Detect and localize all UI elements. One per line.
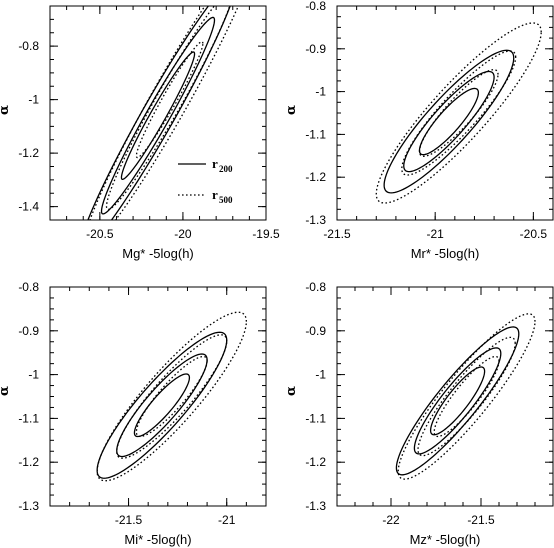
y-tick-label: -1.3 <box>305 499 326 513</box>
contour-level-1 <box>429 366 486 436</box>
contour-level-3 <box>395 326 520 476</box>
x-axis-label: Mi* -5log(h) <box>124 532 191 547</box>
contour-level-1 <box>135 41 204 159</box>
contour-series-r500 <box>89 6 240 220</box>
y-tick-label: -1.1 <box>305 411 326 425</box>
x-tick-label: -20.5 <box>520 227 548 241</box>
legend-subscript: 500 <box>219 195 233 205</box>
y-axis-label: α <box>284 386 299 396</box>
x-tick-label: -21 <box>427 227 445 241</box>
y-tick-label: -0.8 <box>305 0 326 13</box>
y-tick-label: -0.9 <box>18 324 39 338</box>
legend-label: r <box>212 187 218 202</box>
y-tick-label: -1.3 <box>18 499 39 513</box>
y-tick-label: -1.3 <box>305 213 326 227</box>
contour-level-2 <box>116 334 228 459</box>
x-tick-label: -20.5 <box>86 227 114 241</box>
plot-frame <box>49 286 267 507</box>
x-tick-label: -21.5 <box>467 513 495 527</box>
x-tick-label: -19.5 <box>252 227 280 241</box>
y-axis-label: α <box>0 105 12 115</box>
contour-series-r200 <box>87 6 231 220</box>
y-tick-label: -0.8 <box>18 39 39 53</box>
y-tick-label: -1 <box>315 85 326 99</box>
y-axis-label: α <box>284 105 299 115</box>
x-tick-label: -20 <box>174 227 192 241</box>
x-tick-label: -21.5 <box>323 227 351 241</box>
y-tick-label: -1.4 <box>18 200 39 214</box>
plot-frame <box>336 5 554 221</box>
contour-level-3 <box>375 22 542 204</box>
contour-series-r200 <box>383 49 515 194</box>
x-tick-label: -22 <box>382 513 400 527</box>
x-axis-label: Mr* -5log(h) <box>411 246 480 261</box>
x-axis-label: Mg* -5log(h) <box>122 246 194 261</box>
contour-series-r200 <box>96 331 228 479</box>
y-tick-label: -1.1 <box>18 411 39 425</box>
y-tick-label: -1.2 <box>18 146 39 160</box>
contour-level-2 <box>401 50 517 176</box>
panel-3: -21.5 -21 -1.3 -1.2 -1.1 -1 -0.9 -0.8 Mi* -5log(… <box>0 280 267 547</box>
y-tick-label: -1.2 <box>18 455 39 469</box>
panel-2: -21.5 -21 -20.5 -1.3 -1.2 -1.1 -1 -0.9 -0.8 Mr* -… <box>284 0 554 261</box>
y-tick-label: -1 <box>315 368 326 382</box>
panel-4: -22 -21.5 -1.3 -1.2 -1.1 -1 -0.9 -0.8 Mz* -5log(… <box>284 280 554 547</box>
contour-level-3 <box>96 331 228 479</box>
y-tick-label: -1.2 <box>305 455 326 469</box>
y-tick-label: -1.2 <box>305 170 326 184</box>
x-axis-label: Mz* -5log(h) <box>410 532 481 547</box>
panel-1: -20.5 -20 -19.5 -1.4 -1.2 -1 -0.8 Mg* -5log(h) α… <box>0 5 280 261</box>
contour-level-2 <box>403 70 495 173</box>
contour-level-1 <box>135 355 208 438</box>
y-tick-label: -0.9 <box>305 324 326 338</box>
contour-level-2 <box>116 353 208 458</box>
legend-label: r <box>212 156 218 171</box>
legend-subscript: 200 <box>219 164 233 174</box>
contour-level-2 <box>100 16 216 215</box>
contour-series-r200 <box>395 326 520 476</box>
contour-level-1 <box>418 69 499 157</box>
y-tick-label: -1 <box>28 93 39 107</box>
y-axis-label: α <box>0 386 12 396</box>
plot-frame <box>49 5 267 221</box>
y-tick-label: -0.8 <box>18 280 39 294</box>
contour-series-r500 <box>397 313 536 480</box>
contour-level-1 <box>120 51 196 181</box>
contour-level-2 <box>413 347 502 455</box>
y-tick-label: -1 <box>28 368 39 382</box>
contour-level-2 <box>105 6 231 211</box>
contour-series-r500 <box>375 22 542 204</box>
x-tick-label: -21.5 <box>115 513 143 527</box>
contour-level-1 <box>133 373 191 438</box>
y-tick-label: -1.1 <box>305 127 326 141</box>
contour-level-1 <box>433 355 500 438</box>
y-tick-label: -0.8 <box>305 280 326 294</box>
contour-level-3 <box>383 49 515 194</box>
contour-level-3 <box>89 6 240 220</box>
x-tick-label: -21 <box>218 513 236 527</box>
y-tick-label: -0.9 <box>305 42 326 56</box>
plot-frame <box>336 286 554 507</box>
